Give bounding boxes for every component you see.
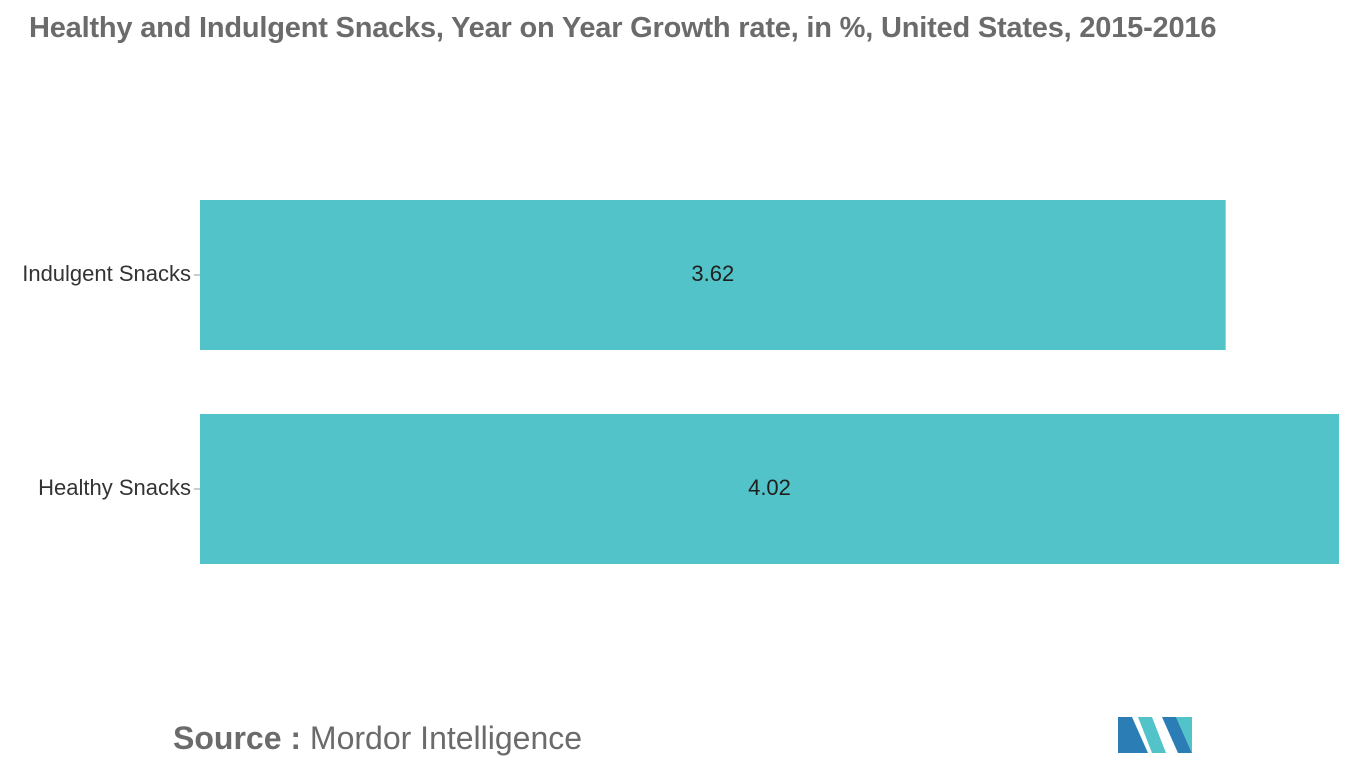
source-label: Source : xyxy=(173,720,302,756)
bar-chart: Indulgent Snacks 3.62 Healthy Snacks 4.02 xyxy=(22,200,1339,564)
y-axis xyxy=(194,274,200,490)
bar-group xyxy=(200,200,1339,564)
chart-title: Healthy and Indulgent Snacks, Year on Ye… xyxy=(29,12,1217,44)
category-label-2: Healthy Snacks xyxy=(38,475,191,500)
label-group: Indulgent Snacks 3.62 Healthy Snacks 4.02 xyxy=(22,261,791,500)
category-label-1: Indulgent Snacks xyxy=(22,261,191,286)
data-label-1: 3.62 xyxy=(691,261,734,286)
bar-2 xyxy=(200,414,1339,564)
data-label-2: 4.02 xyxy=(748,475,791,500)
source-note: Source : Mordor Intelligence xyxy=(173,720,582,757)
source-value: Mordor Intelligence xyxy=(309,720,583,756)
bar-1 xyxy=(200,200,1226,350)
mordor-intelligence-logo-icon xyxy=(1118,717,1192,753)
